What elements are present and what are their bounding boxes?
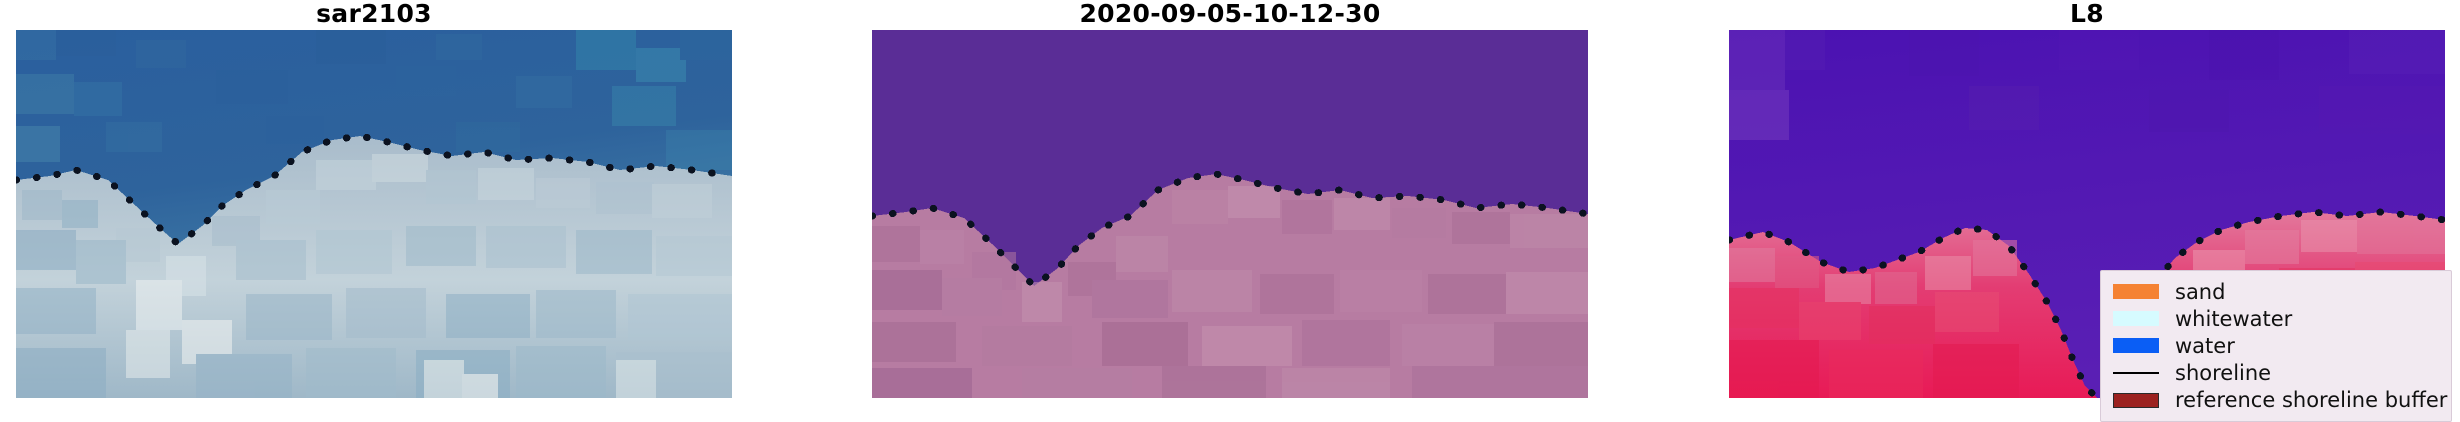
legend-label-whitewater: whitewater [2175,306,2293,331]
panel-title-1: sar2103 [316,0,432,28]
legend-item-shoreline: shoreline [2113,360,2441,386]
panel-sar2103: sar2103 [16,1,732,398]
legend-label-water: water [2175,333,2235,358]
panel-image-1 [16,30,732,398]
legend-label-reference-shoreline-buffer: reference shoreline buffer [2175,388,2448,413]
legend-item-reference-shoreline-buffer: reference shoreline buffer [2113,387,2447,413]
legend-swatch-whitewater [2113,311,2159,327]
map-legend[interactable]: sand whitewater water shoreline referenc… [2100,270,2452,422]
legend-label-shoreline: shoreline [2175,361,2272,386]
legend-swatch-water [2113,338,2159,354]
legend-item-sand: sand [2113,279,2441,305]
legend-item-whitewater: whitewater [2113,306,2441,332]
legend-swatch-sand [2113,284,2159,300]
panel-2020-09-05-10-12-30: 2020-09-05-10-12-30 [872,1,2452,422]
legend-swatch-shoreline [2113,372,2159,375]
panel-title-3: L8 [2070,0,2104,28]
panel-image-2 [872,30,1588,398]
legend-item-water: water [2113,333,2441,359]
legend-swatch-reference-shoreline-buffer [2113,392,2159,408]
legend-label-sand: sand [2175,279,2226,304]
panel-title-2: 2020-09-05-10-12-30 [1079,0,1381,28]
